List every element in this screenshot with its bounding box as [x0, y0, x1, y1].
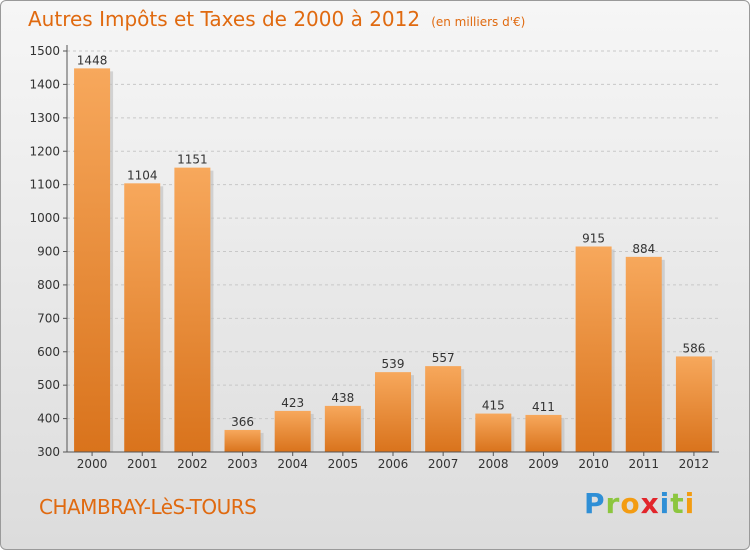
bar-value-label: 366	[231, 415, 254, 429]
y-tick-label: 1000	[29, 211, 60, 225]
x-tick-label: 2005	[328, 457, 359, 471]
logo-letter: r	[605, 487, 621, 520]
x-tick-label: 2001	[127, 457, 158, 471]
x-tick-label: 2007	[428, 457, 459, 471]
chart-subtitle: (en milliers d'€)	[431, 15, 526, 29]
bar	[675, 356, 712, 452]
bar	[625, 256, 662, 452]
bar-value-label: 1104	[127, 168, 158, 182]
logo-letter: o	[620, 487, 641, 520]
bar	[74, 68, 111, 453]
y-tick-label: 300	[37, 445, 60, 459]
bar	[575, 246, 612, 452]
logo-letter: x	[640, 487, 660, 520]
bar-value-label: 438	[331, 391, 354, 405]
y-tick-label: 500	[37, 378, 60, 392]
x-tick-label: 2000	[77, 457, 108, 471]
x-tick-label: 2004	[277, 457, 308, 471]
y-tick-label: 400	[37, 412, 60, 426]
logo-letter: i	[684, 487, 696, 520]
y-tick-label: 800	[37, 278, 60, 292]
y-tick-label: 1200	[29, 144, 60, 158]
bar	[124, 183, 161, 452]
bar-value-label: 557	[432, 351, 455, 365]
bar-value-label: 586	[682, 341, 705, 355]
bar	[324, 405, 361, 452]
x-tick-label: 2009	[528, 457, 559, 471]
bar-value-label: 915	[582, 231, 605, 245]
bar	[224, 429, 261, 452]
bar	[525, 414, 562, 452]
x-tick-label: 2011	[628, 457, 659, 471]
logo-letter: t	[670, 487, 685, 520]
logo-letter: P	[584, 487, 606, 520]
x-tick-label: 2008	[478, 457, 509, 471]
y-tick-label: 600	[37, 345, 60, 359]
bar-value-label: 423	[281, 396, 304, 410]
y-tick-label: 1300	[29, 111, 60, 125]
chart-title: Autres Impôts et Taxes de 2000 à 2012 (e…	[28, 7, 525, 31]
bar-value-label: 411	[532, 400, 555, 414]
x-tick-label: 2002	[177, 457, 208, 471]
bar	[425, 366, 462, 452]
x-tick-label: 2006	[378, 457, 409, 471]
x-tick-label: 2003	[227, 457, 258, 471]
bar	[375, 372, 411, 452]
bar-value-label: 1151	[177, 153, 208, 167]
x-tick-label: 2012	[679, 457, 710, 471]
y-tick-label: 1400	[29, 77, 60, 91]
bar-value-label: 1448	[77, 53, 108, 67]
bar-value-label: 884	[632, 242, 655, 256]
location-name: CHAMBRAY-LèS-TOURS	[39, 495, 257, 519]
y-tick-label: 1500	[29, 44, 60, 58]
bar-value-label: 415	[482, 399, 505, 413]
bar-value-label: 539	[382, 357, 405, 371]
bar	[274, 410, 311, 452]
bar	[475, 413, 512, 452]
logo-letter: i	[659, 487, 671, 520]
y-tick-label: 700	[37, 311, 60, 325]
y-tick-label: 900	[37, 245, 60, 259]
x-tick-label: 2010	[578, 457, 609, 471]
bar	[174, 167, 211, 453]
proxiti-logo: Proxiti	[584, 487, 695, 520]
chart-title-text: Autres Impôts et Taxes de 2000 à 2012	[28, 7, 421, 31]
y-tick-label: 1100	[29, 178, 60, 192]
